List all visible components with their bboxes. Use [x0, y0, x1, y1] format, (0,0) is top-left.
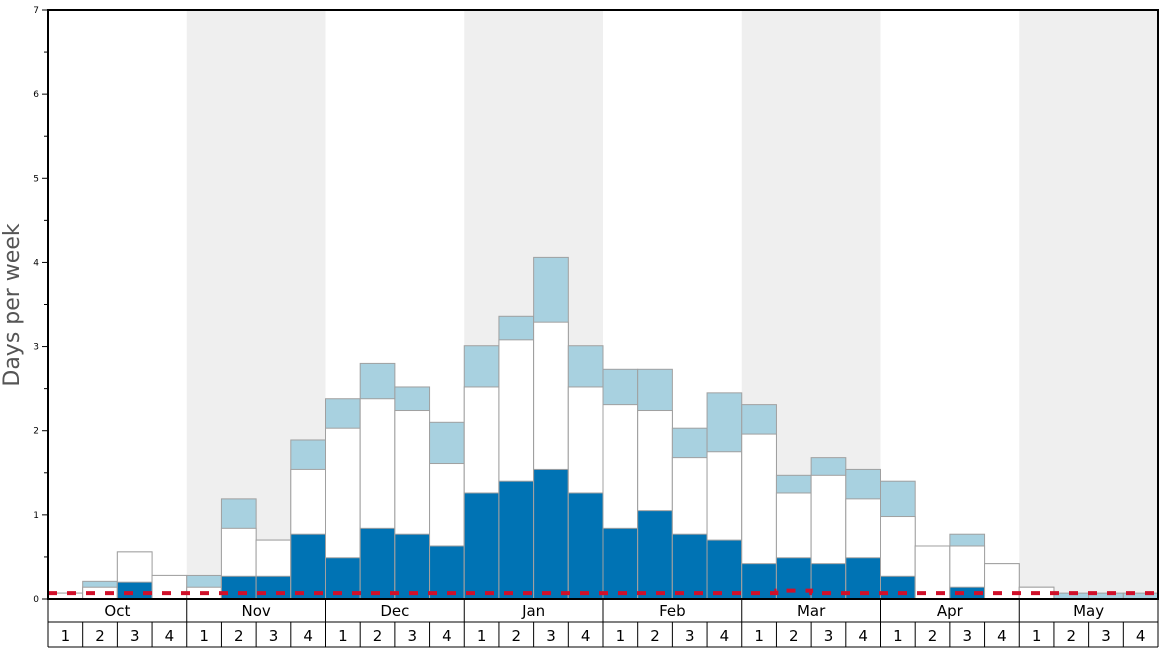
week-label: 4 — [581, 627, 591, 645]
week-label: 4 — [303, 627, 313, 645]
week-label: 2 — [1067, 627, 1077, 645]
week-label: 3 — [685, 627, 695, 645]
month-label-may: May — [1073, 602, 1104, 620]
y-tick-label: 3 — [33, 343, 39, 353]
month-label-dec: Dec — [380, 602, 409, 620]
week-label: 1 — [199, 627, 209, 645]
week-label: 4 — [165, 627, 175, 645]
bar-dark-13 — [463, 492, 500, 600]
bar-dark-8 — [290, 533, 326, 600]
bar-dark-20 — [706, 539, 743, 600]
week-label: 3 — [130, 627, 140, 645]
y-tick-label: 6 — [33, 90, 39, 100]
week-label: 2 — [512, 627, 522, 645]
month-label-feb: Feb — [659, 602, 686, 620]
bar-dark-11 — [394, 533, 431, 600]
week-label: 1 — [616, 627, 626, 645]
week-label: 1 — [893, 627, 903, 645]
bar-dark-12 — [429, 545, 465, 600]
week-label: 4 — [997, 627, 1007, 645]
week-label: 3 — [546, 627, 556, 645]
week-label: 1 — [477, 627, 487, 645]
dashed-line — [48, 588, 1158, 596]
bar-dark-25 — [880, 575, 916, 600]
month-label-apr: Apr — [937, 602, 964, 620]
bar-dark-15 — [533, 468, 569, 600]
week-label: 4 — [1136, 627, 1146, 645]
y-tick-label: 2 — [33, 427, 39, 437]
y-axis-label: Days per week — [0, 223, 25, 386]
week-label: 2 — [373, 627, 383, 645]
bars — [47, 256, 1159, 600]
week-label: 1 — [338, 627, 348, 645]
week-label: 2 — [650, 627, 660, 645]
bar-dark-16 — [567, 492, 604, 600]
y-tick-label: 4 — [33, 258, 39, 268]
y-tick-label: 0 — [33, 595, 39, 605]
week-label: 2 — [234, 627, 244, 645]
week-label: 2 — [95, 627, 105, 645]
week-label: 3 — [269, 627, 279, 645]
week-label: 4 — [442, 627, 452, 645]
month-label-oct: Oct — [104, 602, 130, 620]
week-label: 3 — [824, 627, 834, 645]
week-label: 4 — [720, 627, 730, 645]
bar-dark-7 — [255, 575, 292, 600]
week-label: 1 — [754, 627, 764, 645]
month-label-jan: Jan — [521, 602, 545, 620]
y-tick-label: 7 — [33, 6, 39, 16]
week-label: 3 — [407, 627, 417, 645]
week-label: 3 — [962, 627, 972, 645]
y-tick-label: 5 — [33, 174, 39, 184]
week-label: 2 — [789, 627, 799, 645]
bar-dark-19 — [671, 533, 708, 600]
month-label-nov: Nov — [241, 602, 270, 620]
bar-dark-18 — [637, 510, 673, 600]
bar-dark-6 — [220, 575, 257, 600]
bar-white-4 — [151, 574, 188, 600]
dashed-line-series — [48, 588, 1158, 596]
bar-dark-17 — [602, 527, 639, 600]
y-tick-label: 1 — [33, 511, 39, 521]
bar-dark-3 — [116, 581, 153, 600]
bar-white-26 — [914, 545, 951, 600]
x-axis: Oct 1 2 3 4 Nov 1 2 3 4 Dec 1 2 3 4 Jan 1 2 3 4 Feb 1 2 3 4 Mar 1 2… — [47, 599, 1159, 648]
week-label: 4 — [858, 627, 868, 645]
week-label: 1 — [1032, 627, 1042, 645]
month-label-mar: Mar — [797, 602, 826, 620]
bar-dark-22 — [775, 557, 812, 600]
week-label: 2 — [928, 627, 938, 645]
week-label: 1 — [61, 627, 71, 645]
bar-dark-10 — [359, 527, 396, 600]
y-axis: 0 1 2 3 4 5 6 7 — [33, 6, 48, 605]
bar-dark-14 — [498, 480, 535, 600]
month-shade-may — [1019, 10, 1158, 599]
week-label: 3 — [1101, 627, 1111, 645]
